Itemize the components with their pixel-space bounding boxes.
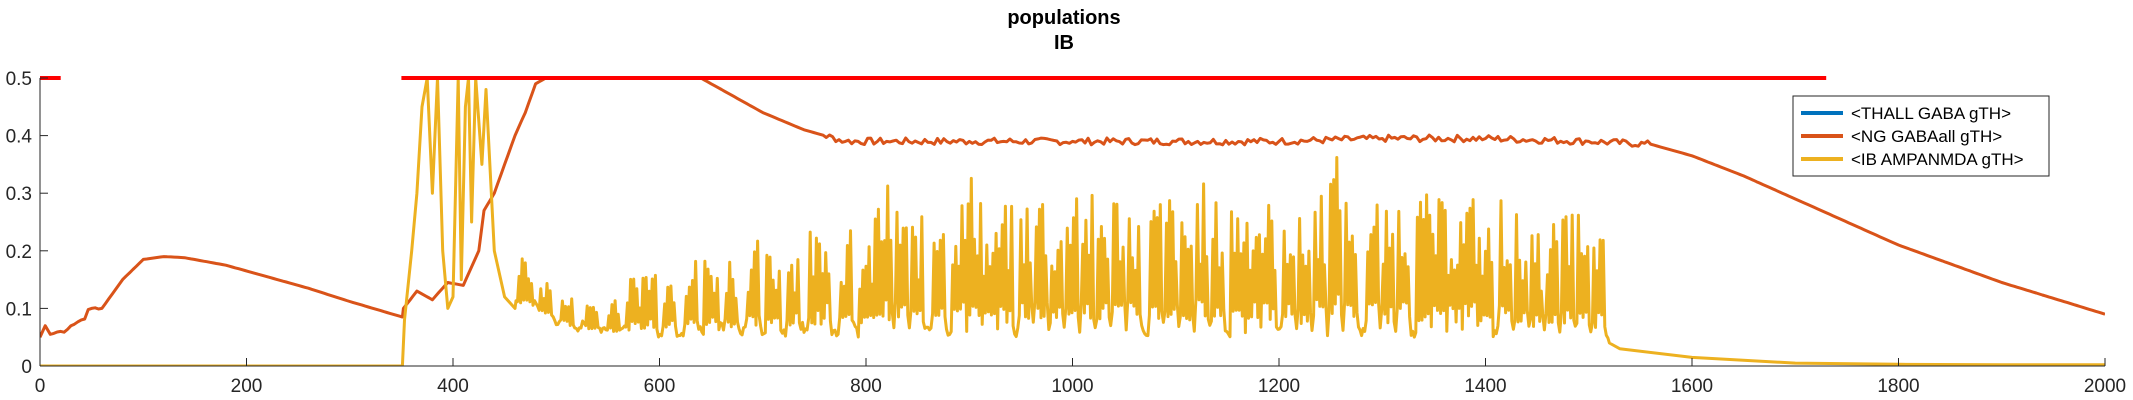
chart-title: populations bbox=[1007, 7, 1120, 29]
y-tick-label: 0.3 bbox=[6, 184, 32, 205]
legend: <THALL GABA gTH> <NG GABAall gTH> <IB AMPA… bbox=[1792, 95, 2050, 177]
plot-area bbox=[40, 76, 2105, 366]
y-tick-label: 0.2 bbox=[6, 242, 32, 263]
chart-subtitle: IB bbox=[1054, 32, 1074, 54]
y-tick-label: 0.1 bbox=[6, 299, 32, 320]
legend-entry: <THALL GABA gTH> bbox=[1851, 104, 2011, 123]
legend-entry: <NG GABAall gTH> bbox=[1851, 127, 2002, 146]
x-tick-label: 400 bbox=[437, 376, 469, 397]
x-tick-label: 1800 bbox=[1877, 376, 1919, 397]
y-tick-label: 0.4 bbox=[6, 127, 33, 148]
y-tick-label: 0 bbox=[21, 357, 32, 378]
x-tick-label: 1400 bbox=[1464, 376, 1506, 397]
x-tick-label: 800 bbox=[850, 376, 882, 397]
x-tick-label: 0 bbox=[35, 376, 46, 397]
series-group bbox=[40, 76, 2105, 366]
legend-entry: <IB AMPANMDA gTH> bbox=[1851, 150, 2024, 169]
x-tick-label: 200 bbox=[231, 376, 263, 397]
x-tick-label: 1200 bbox=[1258, 376, 1300, 397]
series-ng-gabaall-line bbox=[40, 76, 2105, 338]
x-tick-label: 2000 bbox=[2084, 376, 2126, 397]
x-tick-label: 600 bbox=[644, 376, 676, 397]
x-tick-label: 1600 bbox=[1671, 376, 1713, 397]
x-tick-label: 1000 bbox=[1051, 376, 1093, 397]
series-ib-ampanmda-line bbox=[40, 76, 2105, 366]
axes: 0 200 400 600 800 1000 1200 1400 1600 1800 2000 0 0.… bbox=[6, 69, 2127, 397]
y-tick-label: 0.5 bbox=[6, 69, 32, 90]
